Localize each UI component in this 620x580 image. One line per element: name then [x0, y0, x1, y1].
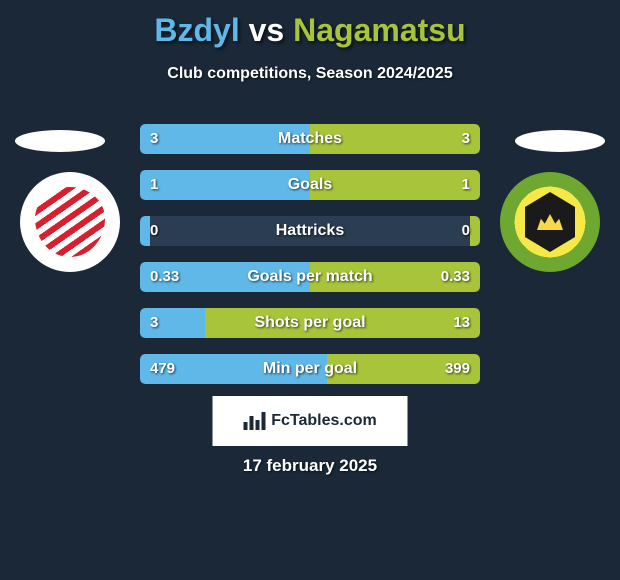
stat-value-right: 13: [453, 308, 470, 338]
stat-value-right: 3: [462, 124, 470, 154]
stat-label: Goals: [140, 170, 480, 200]
stat-label: Matches: [140, 124, 480, 154]
stat-value-right: 0.33: [441, 262, 470, 292]
player2-name: Nagamatsu: [293, 12, 466, 48]
date-text: 17 february 2025: [0, 456, 620, 476]
stat-row: 0.33 Goals per match 0.33: [140, 262, 480, 292]
stat-row: 1 Goals 1: [140, 170, 480, 200]
comparison-title: Bzdyl vs Nagamatsu: [0, 0, 620, 49]
player1-name: Bzdyl: [154, 12, 239, 48]
flag-left: [15, 130, 105, 152]
flag-right: [515, 130, 605, 152]
stat-row: 3 Matches 3: [140, 124, 480, 154]
vs-text: vs: [249, 12, 285, 48]
brand-text: FcTables.com: [271, 412, 377, 430]
stat-value-right: 399: [445, 354, 470, 384]
stat-label: Goals per match: [140, 262, 480, 292]
stat-row: 479 Min per goal 399: [140, 354, 480, 384]
stat-row: 3 Shots per goal 13: [140, 308, 480, 338]
stats-bars: 3 Matches 3 1 Goals 1 0 Hattricks 0 0.33…: [140, 124, 480, 400]
stat-value-right: 0: [462, 216, 470, 246]
crown-icon: [537, 214, 563, 230]
stat-label: Hattricks: [140, 216, 480, 246]
club-badge-right: [500, 172, 600, 272]
chart-icon: [243, 412, 265, 430]
stat-label: Shots per goal: [140, 308, 480, 338]
subtitle: Club competitions, Season 2024/2025: [0, 65, 620, 83]
club-badge-left: [20, 172, 120, 272]
stat-value-right: 1: [462, 170, 470, 200]
stat-row: 0 Hattricks 0: [140, 216, 480, 246]
stat-label: Min per goal: [140, 354, 480, 384]
fctables-brand[interactable]: FcTables.com: [213, 396, 408, 446]
